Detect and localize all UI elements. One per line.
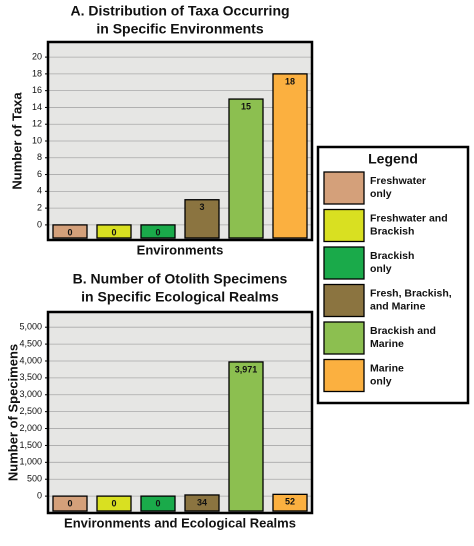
chart-title: in Specific Ecological Realms [81, 289, 279, 305]
value-label: 0 [111, 498, 116, 508]
y-tick-label: 6 [37, 169, 42, 179]
chart-title: B. Number of Otolith Specimens [73, 271, 288, 287]
bar [52, 495, 88, 512]
value-label: 34 [197, 497, 207, 507]
legend-swatch [323, 358, 365, 393]
legend-title: Legend [368, 151, 418, 167]
bar [96, 495, 132, 512]
value-label: 18 [285, 76, 295, 86]
bar [184, 494, 220, 512]
legend-label: Marine [370, 338, 404, 350]
x-axis-label: Environments and Ecological Realms [64, 515, 296, 530]
y-tick-label: 3,000 [19, 389, 42, 399]
value-label: 3 [199, 202, 204, 212]
x-axis-label: Environments [137, 242, 224, 257]
y-tick-label: 4,500 [19, 338, 42, 348]
y-tick-label: 16 [32, 85, 42, 95]
value-label: 3,971 [235, 364, 258, 374]
y-tick-label: 0 [37, 219, 42, 229]
bar [272, 493, 308, 512]
y-tick-label: 20 [32, 51, 42, 61]
y-tick-label: 2 [37, 202, 42, 212]
legend-swatch [323, 283, 365, 318]
value-label: 0 [155, 498, 160, 508]
y-axis-label: Number of Taxa [9, 92, 24, 190]
y-tick-label: 8 [37, 152, 42, 162]
bar [272, 73, 308, 239]
value-label: 52 [285, 497, 295, 507]
legend-label: Brackish [370, 225, 414, 237]
legend-swatch [323, 321, 365, 355]
legend-label: only [370, 375, 392, 387]
y-tick-label: 1,500 [19, 440, 42, 450]
legend-label: Marine [370, 362, 404, 374]
y-tick-label: 4 [37, 186, 42, 196]
y-axis-label: Number of Specimens [5, 344, 20, 481]
y-tick-label: 1,000 [19, 457, 42, 467]
plot-border [46, 40, 314, 242]
y-tick-label: 14 [32, 102, 42, 112]
y-tick-label: 18 [32, 68, 42, 78]
y-tick-label: 3,500 [19, 372, 42, 382]
y-tick-label: 500 [27, 474, 42, 484]
legend-label: Freshwater [370, 175, 426, 187]
y-tick-label: 12 [32, 119, 42, 129]
bar [228, 361, 264, 512]
y-tick-label: 2,000 [19, 423, 42, 433]
bar [140, 224, 176, 239]
legend-label: only [370, 188, 392, 200]
chart-title: A. Distribution of Taxa Occurring [70, 3, 289, 19]
legend-label: Brackish and [370, 325, 436, 337]
value-label: 15 [241, 101, 251, 111]
legend-swatch [323, 171, 365, 205]
y-tick-label: 2,500 [19, 406, 42, 416]
y-tick-label: 0 [37, 490, 42, 500]
legend-label: Fresh, Brackish, [370, 287, 452, 299]
bar [96, 224, 132, 239]
bar [140, 495, 176, 512]
y-tick-label: 4,000 [19, 355, 42, 365]
bar [228, 98, 264, 239]
y-tick-label: 5,000 [19, 322, 42, 332]
legend-swatch [323, 246, 365, 280]
chart-title: in Specific Environments [96, 21, 263, 37]
bar [184, 199, 220, 239]
legend-label: Brackish [370, 250, 414, 262]
value-label: 0 [67, 498, 72, 508]
value-label: 0 [67, 227, 72, 237]
legend-label: Freshwater and [370, 212, 448, 224]
plot-border [46, 310, 314, 515]
legend-label: only [370, 263, 392, 275]
plot-area [48, 312, 312, 513]
bar [52, 224, 88, 239]
legend-swatch [323, 208, 365, 243]
value-label: 0 [155, 227, 160, 237]
legend-label: and Marine [370, 300, 426, 312]
value-label: 0 [111, 227, 116, 237]
y-tick-label: 10 [32, 135, 42, 145]
